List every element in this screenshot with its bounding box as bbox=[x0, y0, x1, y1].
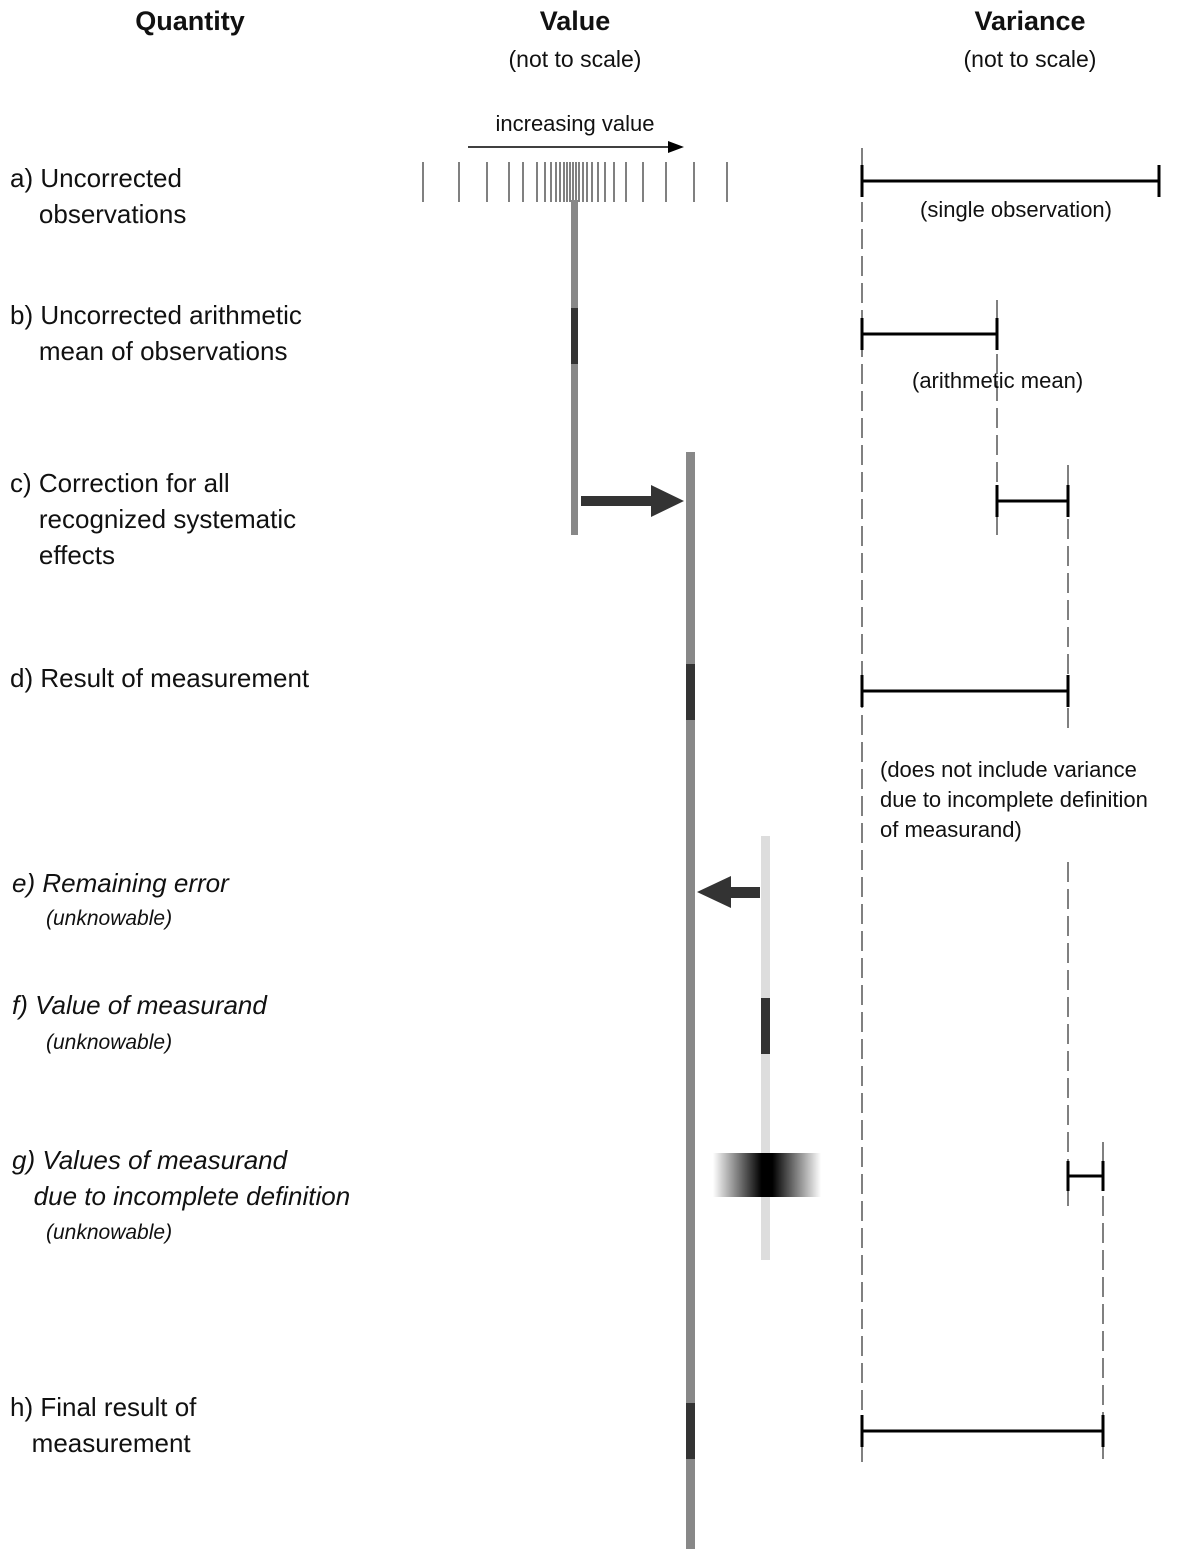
row-e-unknowable: (unknowable) bbox=[46, 907, 173, 930]
value-header: Value bbox=[539, 6, 611, 36]
final-result-marker bbox=[686, 1403, 695, 1459]
corrected-value-bar bbox=[686, 452, 695, 1549]
variance-reference-lines bbox=[861, 148, 1104, 1462]
uncorrected-value-bar bbox=[571, 200, 578, 535]
row-label-a: a) Uncorrected observations bbox=[10, 163, 187, 229]
incomplete-definition-spread bbox=[713, 1153, 821, 1197]
row-label-c: c) Correction for all recognized systema… bbox=[10, 468, 297, 570]
remaining-error-arrow bbox=[697, 876, 760, 908]
variance-bar-d bbox=[860, 675, 1070, 707]
row-label-h: h) Final result of measurement bbox=[10, 1392, 197, 1458]
result-marker bbox=[686, 664, 695, 720]
variance-subheader: (not to scale) bbox=[963, 46, 1097, 72]
variance-bar-g bbox=[1066, 1161, 1105, 1191]
value-subheader: (not to scale) bbox=[508, 46, 642, 72]
variance-bar-b bbox=[860, 318, 999, 350]
observation-ticks bbox=[422, 162, 728, 202]
uncorrected-mean-marker bbox=[571, 308, 578, 364]
variance-bar-h bbox=[860, 1415, 1105, 1447]
row-g-unknowable: (unknowable) bbox=[46, 1221, 173, 1244]
measurand-marker bbox=[761, 998, 770, 1054]
row-label-f: f) Value of measurand bbox=[12, 990, 267, 1020]
row-label-b: b) Uncorrected arithmetic mean of observ… bbox=[10, 300, 302, 366]
row-label-e: e) Remaining error bbox=[12, 868, 229, 898]
row-label-g: g) Values of measurand due to incomplete… bbox=[12, 1145, 351, 1211]
quantity-header: Quantity bbox=[135, 6, 245, 36]
variance-header: Variance bbox=[974, 6, 1086, 36]
note-incomplete-definition: (does not include variance due to incomp… bbox=[880, 757, 1148, 842]
row-f-unknowable: (unknowable) bbox=[46, 1031, 173, 1054]
variance-bar-a bbox=[860, 165, 1161, 197]
note-arithmetic-mean: (arithmetic mean) bbox=[912, 368, 1084, 393]
note-single-observation: (single observation) bbox=[920, 197, 1112, 222]
correction-arrow bbox=[581, 485, 684, 517]
axis-label: increasing value bbox=[495, 111, 655, 136]
row-label-d: d) Result of measurement bbox=[10, 663, 310, 693]
axis-arrow bbox=[468, 141, 684, 153]
variance-bar-c bbox=[995, 485, 1070, 517]
